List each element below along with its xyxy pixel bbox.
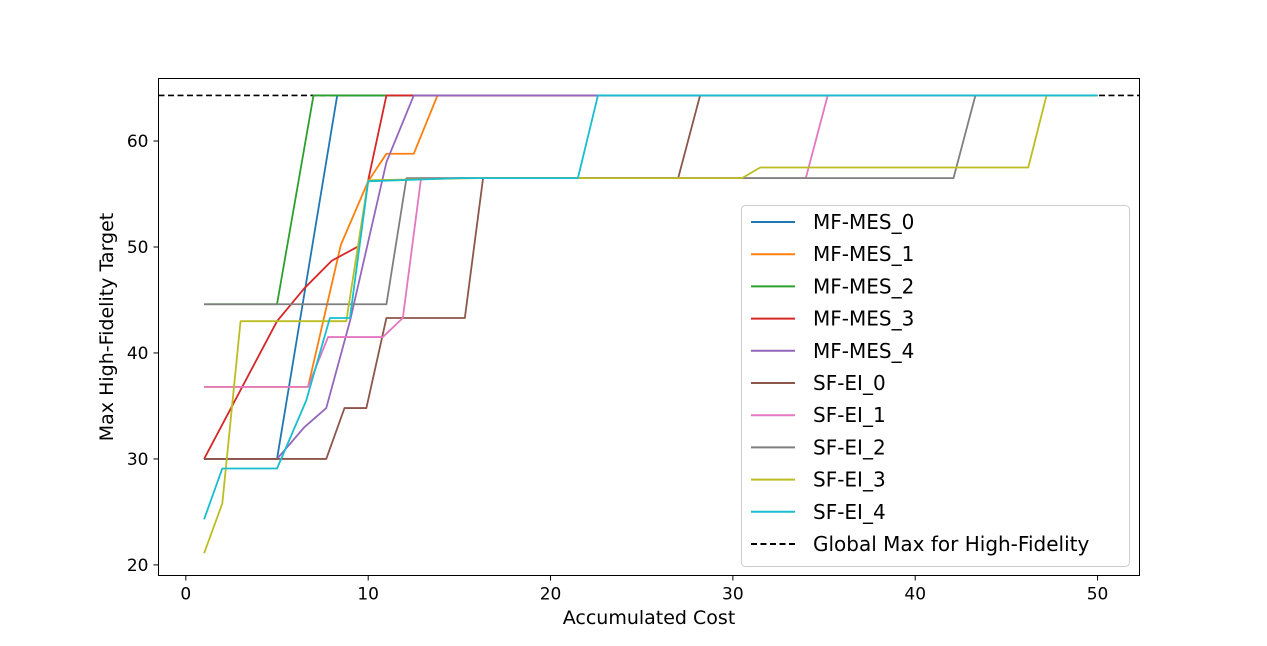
legend-entry-label: MF-MES_4 xyxy=(813,339,914,363)
legend: MF-MES_0 MF-MES_1 MF-MES_2 MF-MES_3 MF-MES_4… xyxy=(741,205,1130,567)
legend-entry-label: MF-MES_2 xyxy=(813,274,914,298)
series-line-mf-mes-3 xyxy=(203,94,1098,460)
series-line-sf-ei-4 xyxy=(203,94,1098,520)
plot-frame xyxy=(158,78,1140,576)
legend-entry-label: MF-MES_0 xyxy=(813,210,914,234)
legend-entry-label: SF-EI_0 xyxy=(813,371,886,395)
series-line-mf-mes-4 xyxy=(204,94,1098,460)
y-tick-label: 50 xyxy=(127,238,149,258)
legend-entry-label: MF-MES_1 xyxy=(813,242,914,266)
x-axis: 0 10 20 30 40 50 xyxy=(180,575,1109,605)
x-tick-label: 20 xyxy=(540,585,562,605)
legend-entry-label: SF-EI_2 xyxy=(813,435,886,459)
x-tick-label: 50 xyxy=(1087,585,1109,605)
x-tick-label: 30 xyxy=(722,585,744,605)
y-axis: 20 30 40 50 60 xyxy=(127,132,159,576)
series-layer xyxy=(203,94,1098,554)
legend-box xyxy=(741,205,1130,567)
x-tick-label: 10 xyxy=(357,585,379,605)
y-tick-label: 40 xyxy=(127,344,149,364)
series-line-sf-ei-0 xyxy=(204,94,1098,460)
x-axis-label: Accumulated Cost xyxy=(563,607,736,629)
legend-entry-label: Global Max for High-Fidelity xyxy=(813,532,1089,556)
y-tick-label: 60 xyxy=(127,132,149,152)
legend-entry-label: SF-EI_4 xyxy=(813,500,886,524)
y-tick-label: 30 xyxy=(127,450,149,470)
legend-entry-label: SF-EI_3 xyxy=(813,468,886,492)
x-tick-label: 40 xyxy=(904,585,926,605)
y-axis-label: Max High-Fidelity Target xyxy=(96,213,118,442)
legend-entry-label: MF-MES_3 xyxy=(813,307,914,331)
x-tick-label: 0 xyxy=(180,585,191,605)
y-tick-label: 20 xyxy=(127,556,149,576)
legend-entry-label: SF-EI_1 xyxy=(813,403,886,427)
series-line-mf-mes-1 xyxy=(204,94,1098,388)
